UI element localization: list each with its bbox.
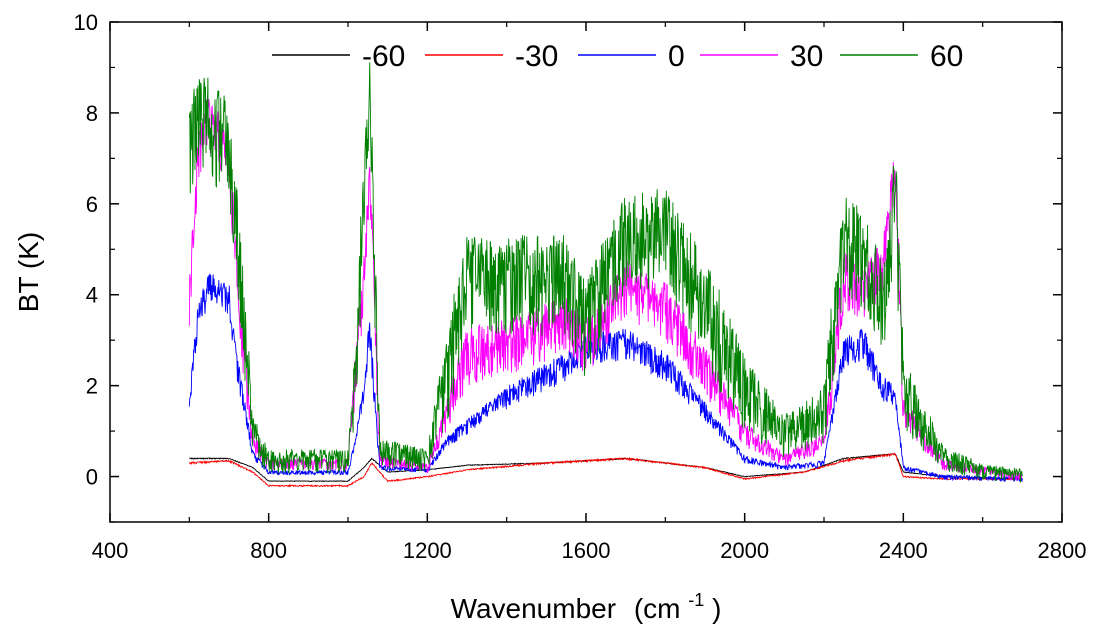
series-line-1 (189, 452, 1023, 483)
y-tick-label: 6 (86, 192, 98, 217)
series-line-5 (188, 62, 1023, 483)
y-tick-label: 0 (86, 465, 98, 490)
legend-label-2: -30 (515, 40, 558, 73)
series-line-2 (188, 452, 1023, 488)
x-axis-title-main: Wavenumber (451, 593, 616, 624)
series-layer (188, 62, 1023, 488)
y-tick-label: 2 (86, 374, 98, 399)
y-tick-label: 10 (74, 10, 98, 35)
x-axis-title-unit: (cm (634, 593, 681, 624)
legend-label-5: 60 (930, 40, 963, 73)
x-axis-title-unit-sup: -1 (688, 590, 704, 610)
x-tick-label: 1600 (562, 538, 611, 563)
x-axis-title-unit-close: ) (712, 593, 721, 624)
x-tick-label: 2400 (879, 538, 928, 563)
x-tick-label: 2800 (1038, 538, 1087, 563)
legend-label-3: 0 (668, 40, 685, 73)
ticks-layer: 400 800 1200 1600 2000 2400 2800 0 2 4 6 8 10 (74, 10, 1087, 563)
legend: -60 -30 0 30 60 (272, 40, 963, 73)
y-tick-label: 4 (86, 283, 98, 308)
x-axis-title: Wavenumber (cm -1 ) (451, 581, 722, 624)
legend-label-4: 30 (790, 40, 823, 73)
y-axis-title: BT (K) (13, 232, 44, 312)
legend-label-1: -60 (362, 40, 405, 73)
x-tick-label: 400 (92, 538, 129, 563)
plot-frame (109, 21, 1063, 523)
x-tick-label: 2000 (720, 538, 769, 563)
x-tick-label: 800 (250, 538, 287, 563)
x-tick-label: 1200 (403, 538, 452, 563)
y-tick-label: 8 (86, 101, 98, 126)
